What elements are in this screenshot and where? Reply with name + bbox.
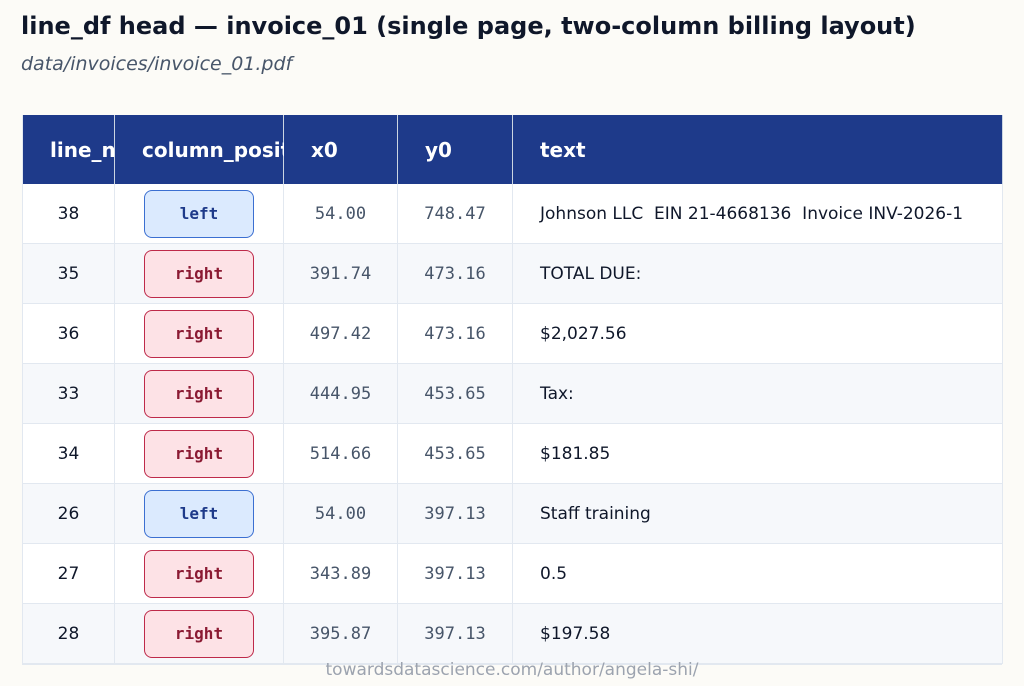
cell: 0.5 bbox=[513, 544, 1003, 604]
cell: 391.74 bbox=[284, 244, 398, 304]
cell: 27 bbox=[23, 544, 115, 604]
cell: 38 bbox=[23, 184, 115, 244]
subtitle: data/invoices/invoice_01.pdf bbox=[21, 53, 293, 75]
cell: 514.66 bbox=[284, 424, 398, 484]
cell: 26 bbox=[23, 484, 115, 544]
cell: 497.42 bbox=[284, 304, 398, 364]
cell: right bbox=[115, 604, 284, 664]
cell: 473.16 bbox=[398, 304, 513, 364]
cell: right bbox=[115, 424, 284, 484]
cell: $181.85 bbox=[513, 424, 1003, 484]
badge: right bbox=[144, 309, 254, 358]
footer: towardsdatascience.com/author/angela-shi… bbox=[325, 660, 699, 680]
cell: 397.13 bbox=[398, 544, 513, 604]
badge: right bbox=[144, 429, 254, 478]
cell: $2,027.56 bbox=[513, 304, 1003, 364]
cell: 453.65 bbox=[398, 424, 513, 484]
cell: right bbox=[115, 244, 284, 304]
title: line_df head — invoice_01 (single page, … bbox=[21, 12, 916, 40]
badge: right bbox=[144, 549, 254, 598]
column-header: line_num bbox=[23, 115, 151, 184]
table: line_num column_position x0 y0 text 38 left 54.… bbox=[22, 115, 1003, 665]
cell: TOTAL DUE: bbox=[513, 244, 1003, 304]
cell: right bbox=[115, 304, 284, 364]
badge: left bbox=[144, 189, 254, 238]
cell: left bbox=[115, 184, 284, 244]
cell: 33 bbox=[23, 364, 115, 424]
cell: 34 bbox=[23, 424, 115, 484]
cell: 28 bbox=[23, 604, 115, 664]
cell: right bbox=[115, 544, 284, 604]
cell: 473.16 bbox=[398, 244, 513, 304]
badge: right bbox=[144, 249, 254, 298]
cell: 397.13 bbox=[398, 484, 513, 544]
column-header: text bbox=[513, 115, 1003, 184]
badge: left bbox=[144, 489, 254, 538]
cell: 54.00 bbox=[284, 484, 398, 544]
cell: $197.58 bbox=[513, 604, 1003, 664]
cell: 453.65 bbox=[398, 364, 513, 424]
cell: right bbox=[115, 364, 284, 424]
column-header: y0 bbox=[398, 115, 513, 184]
cell: 343.89 bbox=[284, 544, 398, 604]
badge: right bbox=[144, 609, 254, 658]
cell: 54.00 bbox=[284, 184, 398, 244]
badge: right bbox=[144, 369, 254, 418]
column-header: x0 bbox=[284, 115, 398, 184]
column-header: column_position bbox=[115, 115, 325, 184]
cell: 395.87 bbox=[284, 604, 398, 664]
cell: 35 bbox=[23, 244, 115, 304]
cell: Tax: bbox=[513, 364, 1003, 424]
cell: 36 bbox=[23, 304, 115, 364]
cell: 444.95 bbox=[284, 364, 398, 424]
cell: left bbox=[115, 484, 284, 544]
cell: Johnson LLC EIN 21-4668136 Invoice INV-2… bbox=[513, 184, 1003, 244]
cell: 397.13 bbox=[398, 604, 513, 664]
cell: Staff training bbox=[513, 484, 1003, 544]
cell: 748.47 bbox=[398, 184, 513, 244]
